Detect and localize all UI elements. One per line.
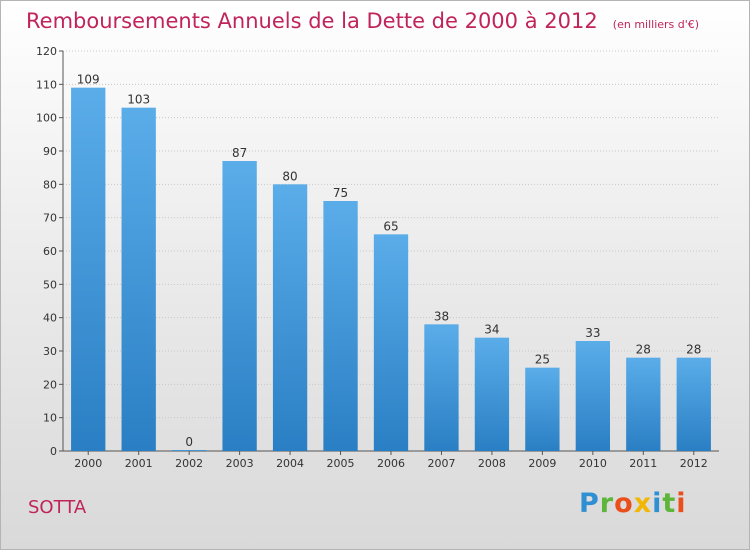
brand-letter: i (676, 488, 687, 519)
brand-letter: x (633, 488, 653, 519)
x-tick-label: 2007 (427, 457, 455, 470)
x-tick-label: 2006 (377, 457, 405, 470)
bar (373, 234, 409, 451)
labels: 0 10 20 30 40 50 60 70 80 90 100 110 120 109 2000 103 20… (36, 45, 708, 470)
bar (121, 107, 156, 452)
bar (323, 201, 358, 451)
brand-letter: i (652, 488, 663, 519)
x-tick-label: 2002 (175, 457, 203, 470)
chart-subtitle: (en milliers d'€) (612, 18, 700, 31)
y-tick-label: 20 (43, 378, 57, 391)
x-tick-label: 2000 (74, 457, 102, 470)
x-tick-label: 2004 (276, 457, 304, 470)
brand-letter: o (614, 488, 634, 519)
bars (71, 87, 711, 452)
bar-value-label: 109 (77, 73, 100, 87)
bar (272, 184, 308, 452)
brand-letter: P (579, 488, 600, 519)
y-tick-label: 10 (43, 412, 57, 425)
y-tick-label: 70 (43, 212, 57, 225)
x-tick-label: 2005 (327, 457, 355, 470)
bar (474, 337, 510, 451)
y-tick-label: 30 (43, 345, 57, 358)
bar-value-label: 65 (383, 219, 398, 233)
bar-value-label: 87 (232, 146, 247, 160)
chart-title: Remboursements Annuels de la Dette de 20… (26, 9, 598, 33)
brand-letter: t (662, 488, 677, 519)
y-tick-label: 110 (36, 78, 57, 91)
y-tick-label: 80 (43, 178, 57, 191)
bar-value-label: 80 (282, 169, 297, 183)
bar (222, 161, 257, 451)
bar-value-label: 38 (434, 309, 449, 323)
bar (424, 324, 459, 451)
bar (626, 357, 661, 451)
y-tick-label: 0 (50, 445, 57, 458)
x-tick-label: 2010 (579, 457, 607, 470)
bar-value-label: 75 (333, 186, 348, 200)
bar-value-label: 0 (185, 435, 193, 449)
y-tick-label: 60 (43, 245, 57, 258)
x-tick-label: 2008 (478, 457, 506, 470)
y-tick-label: 90 (43, 145, 57, 158)
x-tick-label: 2001 (125, 457, 153, 470)
bar-value-label: 33 (585, 326, 600, 340)
y-tick-label: 40 (43, 312, 57, 325)
x-tick-label: 2011 (629, 457, 657, 470)
x-tick-label: 2012 (680, 457, 708, 470)
brand-logo[interactable]: Proxiti (579, 488, 687, 519)
commune-name: SOTTA (28, 497, 87, 518)
bar-value-label: 34 (484, 323, 499, 337)
bar (71, 87, 106, 452)
bar-value-label: 28 (686, 343, 701, 357)
bar (171, 450, 207, 451)
brand-letter: r (599, 488, 615, 519)
y-tick-label: 120 (36, 45, 57, 58)
bar (575, 341, 611, 451)
bar-value-label: 28 (636, 343, 651, 357)
bar (676, 357, 711, 451)
bar-value-label: 103 (127, 93, 150, 107)
x-tick-label: 2009 (528, 457, 556, 470)
x-tick-label: 2003 (226, 457, 254, 470)
y-tick-label: 100 (36, 112, 57, 125)
bar (525, 367, 560, 451)
y-tick-label: 50 (43, 278, 57, 291)
title-row: Remboursements Annuels de la Dette de 20… (26, 9, 699, 33)
bar-value-label: 25 (535, 353, 550, 367)
